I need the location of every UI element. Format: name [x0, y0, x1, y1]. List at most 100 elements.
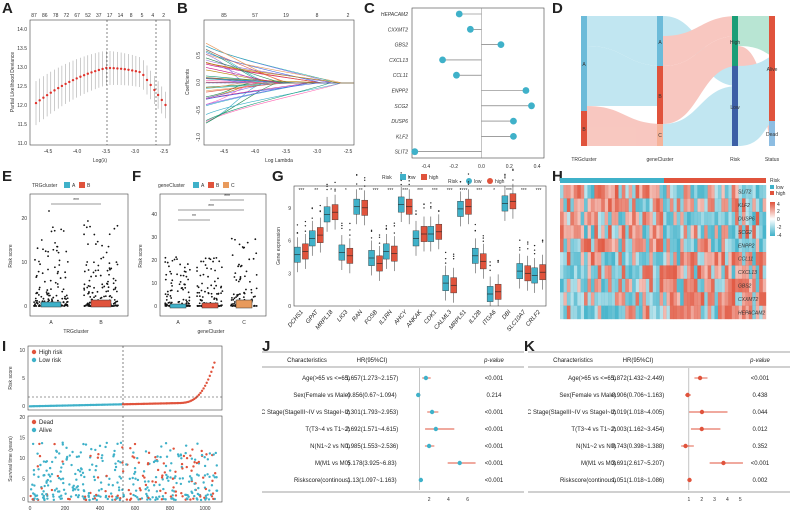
- point: [210, 267, 213, 270]
- survival-point: [192, 465, 195, 468]
- point: [56, 245, 59, 248]
- survival-point: [31, 442, 35, 446]
- heat-cell: [697, 278, 701, 293]
- survival-point: [188, 475, 192, 478]
- cv-point: [45, 93, 49, 97]
- point: [55, 249, 58, 252]
- survival-point: [180, 462, 184, 466]
- survival-point: [193, 494, 196, 498]
- point: [232, 293, 235, 296]
- survival-point: [39, 463, 42, 467]
- heat-cell: [656, 265, 660, 279]
- point: [59, 277, 62, 279]
- point: [239, 265, 242, 268]
- heat-cell: [645, 252, 650, 266]
- survival-point: [36, 497, 39, 501]
- heat-cell: [652, 185, 657, 199]
- heat-cell: [590, 278, 595, 293]
- x-tick: 0.2: [506, 164, 513, 170]
- point: [43, 300, 46, 303]
- heat-cell: [663, 292, 667, 306]
- row-label: M(M1 vs M0): [315, 461, 350, 467]
- survival-point: [175, 481, 178, 485]
- survival-point: [52, 495, 55, 498]
- survival-point: [58, 452, 61, 455]
- point: [254, 305, 256, 307]
- point: [44, 250, 47, 253]
- heat-cell: [608, 211, 612, 226]
- heat-cell: [669, 278, 674, 293]
- heat-cell: [680, 305, 684, 320]
- heat-cell: [577, 198, 581, 212]
- heat-cell: [690, 252, 695, 266]
- heat-cell: [577, 211, 581, 226]
- survival-point: [107, 483, 110, 486]
- row-label: Sex(Female vs Male): [293, 393, 350, 399]
- heat-cell: [635, 265, 640, 279]
- survival-point: [139, 489, 142, 492]
- outlier: [519, 239, 521, 241]
- heat-cell: [642, 198, 647, 212]
- heat-cell: [618, 198, 622, 212]
- plot-frame: [293, 185, 547, 307]
- survival-point: [117, 488, 121, 492]
- survival-point: [214, 451, 218, 455]
- point: [107, 280, 109, 283]
- sig-star: *: [330, 188, 332, 194]
- heat-cell: [759, 211, 763, 226]
- hr-point: [429, 409, 435, 415]
- heat-cell: [604, 198, 609, 212]
- cv-point: [86, 72, 90, 75]
- heat-cell: [618, 305, 622, 320]
- outlier: [304, 230, 307, 232]
- x-tick: 0.4: [534, 164, 541, 170]
- heat-cell: [645, 305, 650, 320]
- y-tick: 0: [22, 404, 25, 410]
- row-hr: 2.019(1.018~4.005): [612, 410, 665, 416]
- heat-cell: [656, 198, 660, 212]
- sig-ac: ***: [208, 204, 214, 210]
- survival-point: [197, 486, 200, 490]
- survival-point: [208, 452, 212, 455]
- point: [99, 274, 102, 277]
- point: [105, 290, 108, 293]
- gene-label: CCL11: [738, 257, 753, 263]
- survival-point: [149, 498, 152, 501]
- point: [108, 267, 111, 270]
- heat-cell: [752, 292, 756, 306]
- heat-cell: [717, 278, 722, 293]
- point: [86, 286, 89, 289]
- heat-cell: [759, 278, 763, 293]
- lollipop-dot: [497, 41, 505, 48]
- heat-cell: [700, 211, 705, 226]
- y-tick: -0.5: [196, 106, 202, 115]
- hr-point: [721, 460, 726, 466]
- point: [94, 269, 97, 272]
- outlier: [474, 223, 476, 226]
- survival-point: [133, 466, 137, 470]
- point: [54, 241, 56, 244]
- flow-gb-high: [663, 36, 738, 124]
- outlier: [467, 181, 470, 183]
- coef-path: [205, 82, 354, 124]
- survival-point: [49, 480, 52, 483]
- lollipop-dot: [510, 133, 517, 140]
- outlier: [482, 235, 484, 237]
- point: [106, 269, 109, 272]
- heat-cell: [711, 198, 715, 212]
- heat-cell: [573, 185, 578, 199]
- cv-point: [127, 68, 130, 71]
- heat-cell: [601, 185, 605, 199]
- heat-cell: [580, 278, 585, 293]
- survival-point: [144, 450, 148, 453]
- row-p: 0.044: [752, 410, 768, 416]
- survival-point: [42, 496, 45, 500]
- outlier: [519, 246, 521, 249]
- node-label-low: Low: [730, 105, 740, 111]
- point: [169, 289, 172, 292]
- heat-cell: [680, 278, 684, 293]
- point: [66, 297, 69, 300]
- outlier: [415, 210, 417, 212]
- survival-point: [134, 477, 137, 480]
- cv-point: [68, 80, 71, 84]
